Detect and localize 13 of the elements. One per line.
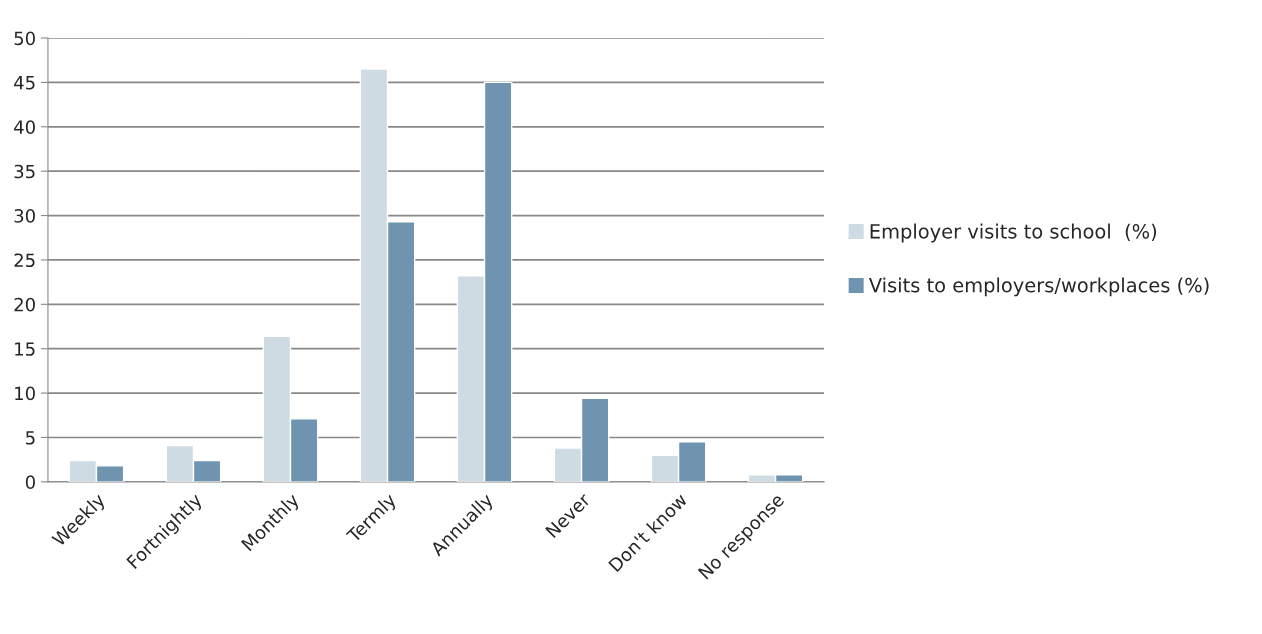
y-tick-label: 5 [26,431,35,445]
legend-label: Employer visits to school (%) [870,223,1157,243]
y-tick-label: 50 [14,31,35,46]
y-tick-label: 15 [15,342,35,356]
y-tick-label: 10 [15,386,35,401]
y-tick-label: 25 [14,253,35,268]
y-tick-label: 45 [14,76,35,90]
legend-label: Visits to employers/workplaces (%) [868,277,1209,297]
y-tick-label: 40 [14,120,35,134]
y-tick-label: 20 [14,297,35,312]
y-tick-label: 35 [14,164,35,179]
y-tick-label: 30 [14,209,35,223]
y-tick-label: 0 [25,475,35,489]
